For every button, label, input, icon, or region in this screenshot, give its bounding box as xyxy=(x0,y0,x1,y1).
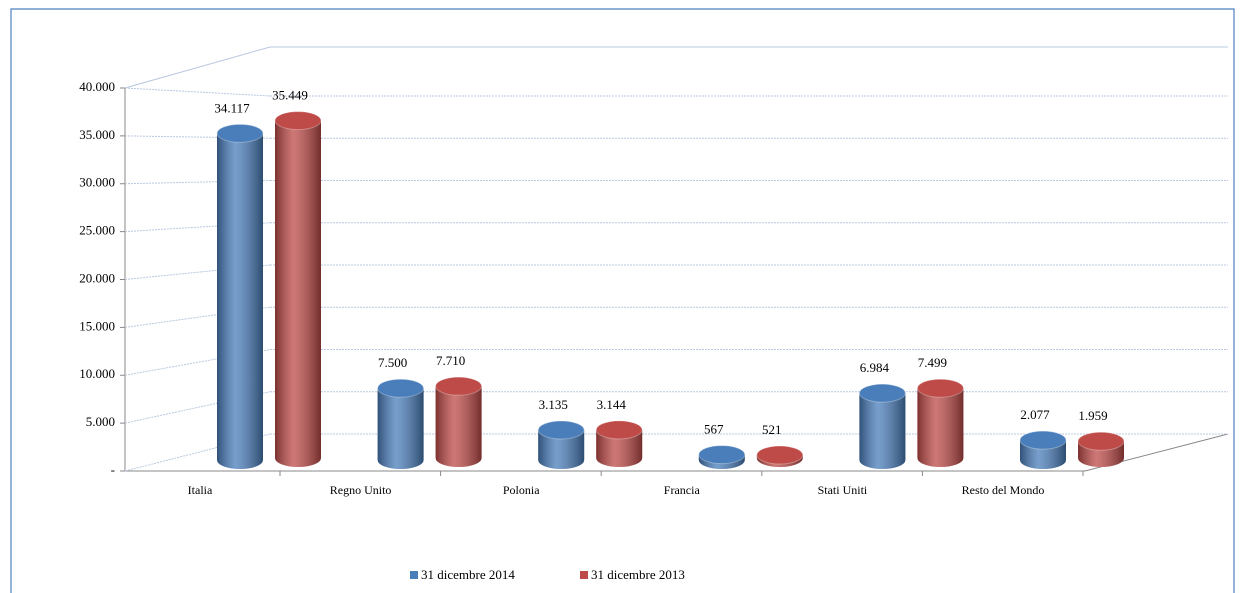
bar-top xyxy=(1077,431,1125,451)
value-label: 567 xyxy=(704,422,724,437)
bar xyxy=(377,378,425,469)
bar-shade xyxy=(217,133,263,470)
value-label: 521 xyxy=(762,422,782,437)
bar-shade xyxy=(435,386,482,467)
bar-top xyxy=(858,383,906,403)
bar xyxy=(1077,431,1125,467)
bar-top xyxy=(698,445,746,465)
y-tick-label: 15.000 xyxy=(79,318,115,333)
value-label: 7.499 xyxy=(918,355,947,370)
value-label: 3.144 xyxy=(597,397,627,412)
side-grid-line xyxy=(124,349,271,376)
frame xyxy=(10,8,1235,593)
bar xyxy=(1019,430,1067,469)
legend-label: 31 dicembre 2013 xyxy=(591,567,685,582)
y-tick-label: 5.000 xyxy=(86,414,115,429)
bar-top xyxy=(435,376,483,396)
value-label: 1.959 xyxy=(1078,408,1107,423)
legend-swatch xyxy=(580,571,588,579)
bar xyxy=(698,445,746,469)
value-label: 35.449 xyxy=(272,88,308,103)
value-label: 7.500 xyxy=(378,355,407,370)
side-grid-line xyxy=(124,87,271,97)
y-tick-label: - xyxy=(111,462,115,477)
bar xyxy=(858,383,906,469)
value-label: 6.984 xyxy=(860,360,890,375)
bar-top xyxy=(916,378,964,398)
x-tick-label: Italia xyxy=(188,483,213,497)
legend-swatch xyxy=(410,571,418,579)
bar xyxy=(595,420,643,467)
bar-top xyxy=(537,420,585,440)
bar-shade xyxy=(859,393,906,469)
y-tick-label: 25.000 xyxy=(79,223,115,238)
y-tick-label: 40.000 xyxy=(79,79,115,94)
legend-label: 31 dicembre 2014 xyxy=(421,567,515,582)
bar-top xyxy=(756,445,804,465)
x-tick-label: Polonia xyxy=(503,483,540,497)
wall-top-edge xyxy=(124,46,271,89)
y-tick-label: 30.000 xyxy=(79,175,115,190)
bar-top xyxy=(274,111,322,131)
y-tick-label: 35.000 xyxy=(79,127,115,142)
x-tick-label: Stati Uniti xyxy=(818,483,868,497)
x-tick-label: Regno Unito xyxy=(330,483,392,497)
bar xyxy=(435,376,483,467)
value-label: 2.077 xyxy=(1020,407,1050,422)
bar-top xyxy=(1019,430,1067,450)
y-tick-label: 10.000 xyxy=(79,366,115,381)
bar xyxy=(216,123,264,470)
bar-shade xyxy=(917,388,964,467)
bar xyxy=(916,378,964,467)
bar xyxy=(274,111,322,467)
bar xyxy=(756,445,804,467)
x-tick-label: Francia xyxy=(664,483,701,497)
bar-shade xyxy=(538,429,585,469)
y-tick-label: 20.000 xyxy=(79,270,115,285)
bar-top xyxy=(377,378,425,398)
bar-top xyxy=(595,420,643,440)
value-label: 34.117 xyxy=(214,100,250,115)
value-label: 7.710 xyxy=(436,353,465,368)
bar xyxy=(537,420,585,469)
bar-shade xyxy=(275,120,321,467)
bar-top xyxy=(216,123,264,143)
x-tick-label: Resto del Mondo xyxy=(962,483,1045,497)
value-label: 3.135 xyxy=(539,397,568,412)
bar-shade xyxy=(596,429,643,467)
bar-shade xyxy=(377,388,424,469)
